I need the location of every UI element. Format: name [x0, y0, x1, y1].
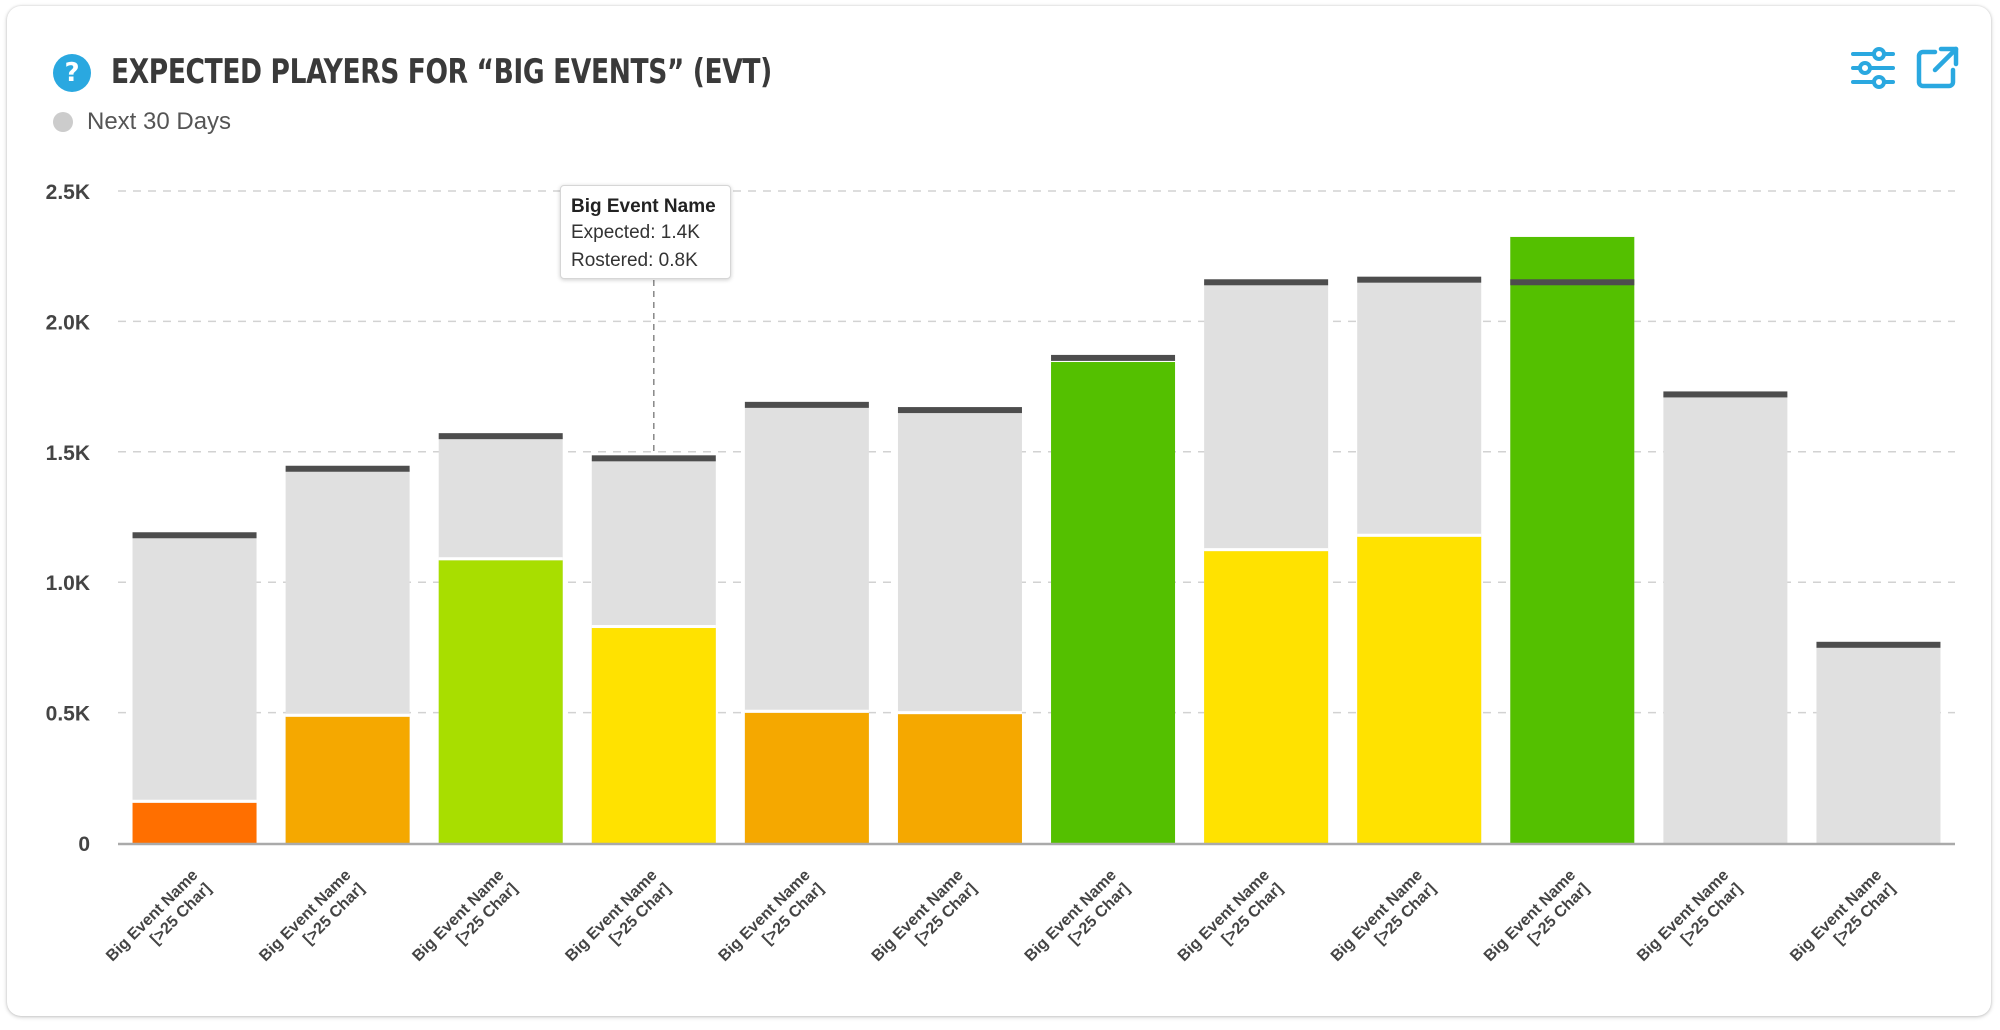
bar-group[interactable]	[438, 433, 563, 843]
expected-bar[interactable]	[1051, 362, 1176, 843]
expected-bar[interactable]	[744, 712, 869, 843]
y-tick-label: 2.0K	[46, 311, 90, 334]
bar-group[interactable]	[1357, 276, 1482, 843]
y-tick-label: 1.0K	[46, 572, 90, 595]
x-tick-label: Big Event Name[>25 Char]	[409, 867, 521, 965]
x-tick-label: Big Event Name[>25 Char]	[1787, 867, 1899, 965]
expected-bar[interactable]	[591, 628, 716, 843]
external-link-icon	[1916, 46, 1959, 89]
bar-group[interactable]	[1510, 233, 1635, 843]
y-tick-label: 0	[78, 833, 90, 856]
target-marker	[591, 455, 716, 462]
target-marker	[1357, 276, 1482, 283]
expected-bar[interactable]	[1204, 551, 1329, 843]
expected-bar[interactable]	[1510, 236, 1635, 843]
tooltip-expected: Expected: 1.4K	[571, 222, 700, 243]
sliders-icon	[1851, 47, 1895, 89]
capacity-bar[interactable]	[132, 535, 257, 843]
bar-group[interactable]	[897, 407, 1022, 843]
target-marker	[132, 532, 257, 539]
bar-group[interactable]	[132, 532, 257, 843]
expected-bar[interactable]	[438, 560, 563, 843]
target-marker	[285, 465, 410, 472]
target-marker	[438, 433, 563, 440]
target-marker	[744, 401, 869, 408]
legend[interactable]: Next 30 Days	[53, 105, 231, 139]
bar-group[interactable]	[744, 401, 869, 843]
expected-bar[interactable]	[1357, 536, 1482, 843]
target-marker	[897, 407, 1022, 414]
bar-group[interactable]	[591, 455, 716, 843]
target-marker	[1510, 279, 1635, 286]
target-marker	[1204, 279, 1329, 286]
expected-bar[interactable]	[285, 716, 410, 843]
help-icon[interactable]: ?	[53, 54, 91, 92]
x-tick-label: Big Event Name[>25 Char]	[1634, 867, 1746, 965]
y-tick-label: 0.5K	[46, 703, 90, 726]
x-tick-label: Big Event Name[>25 Char]	[1175, 867, 1287, 965]
x-tick-label: Big Event Name[>25 Char]	[716, 867, 828, 965]
tooltip-rostered: Rostered: 0.8K	[571, 250, 698, 271]
open-external-button[interactable]	[1913, 44, 1961, 92]
legend-swatch	[53, 112, 73, 132]
y-tick-label: 1.5K	[46, 442, 90, 465]
expected-bar[interactable]	[897, 714, 1022, 843]
capacity-bar[interactable]	[1663, 394, 1788, 843]
target-marker	[1051, 354, 1176, 361]
y-tick-label: 2.5K	[46, 181, 90, 204]
x-tick-label: Big Event Name[>25 Char]	[1328, 867, 1440, 965]
x-tick-label: Big Event Name[>25 Char]	[1022, 867, 1134, 965]
chart-tooltip: Big Event Name Expected: 1.4K Rostered: …	[560, 185, 731, 279]
chart-title: Expected Players for “Big Events” (EVT)	[111, 52, 772, 92]
expected-bar[interactable]	[132, 802, 257, 843]
x-tick-label: Big Event Name[>25 Char]	[1481, 867, 1593, 965]
target-marker	[1663, 391, 1788, 398]
x-tick-label: Big Event Name[>25 Char]	[562, 867, 674, 965]
bar-group[interactable]	[1051, 354, 1176, 843]
filter-settings-button[interactable]	[1849, 44, 1897, 92]
tooltip-title: Big Event Name	[571, 196, 716, 217]
x-tick-label: Big Event Name[>25 Char]	[103, 867, 215, 965]
x-tick-label: Big Event Name[>25 Char]	[869, 867, 981, 965]
capacity-bar[interactable]	[1816, 644, 1941, 843]
bar-group[interactable]	[1204, 279, 1329, 843]
bar-group[interactable]	[1816, 641, 1941, 843]
bar-group[interactable]	[1663, 391, 1788, 843]
bar-group[interactable]	[285, 465, 410, 843]
target-marker	[1816, 641, 1941, 648]
x-tick-label: Big Event Name[>25 Char]	[256, 867, 368, 965]
legend-label: Next 30 Days	[87, 108, 232, 135]
